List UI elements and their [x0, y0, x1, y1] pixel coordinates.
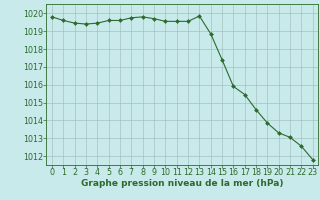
- X-axis label: Graphe pression niveau de la mer (hPa): Graphe pression niveau de la mer (hPa): [81, 179, 284, 188]
